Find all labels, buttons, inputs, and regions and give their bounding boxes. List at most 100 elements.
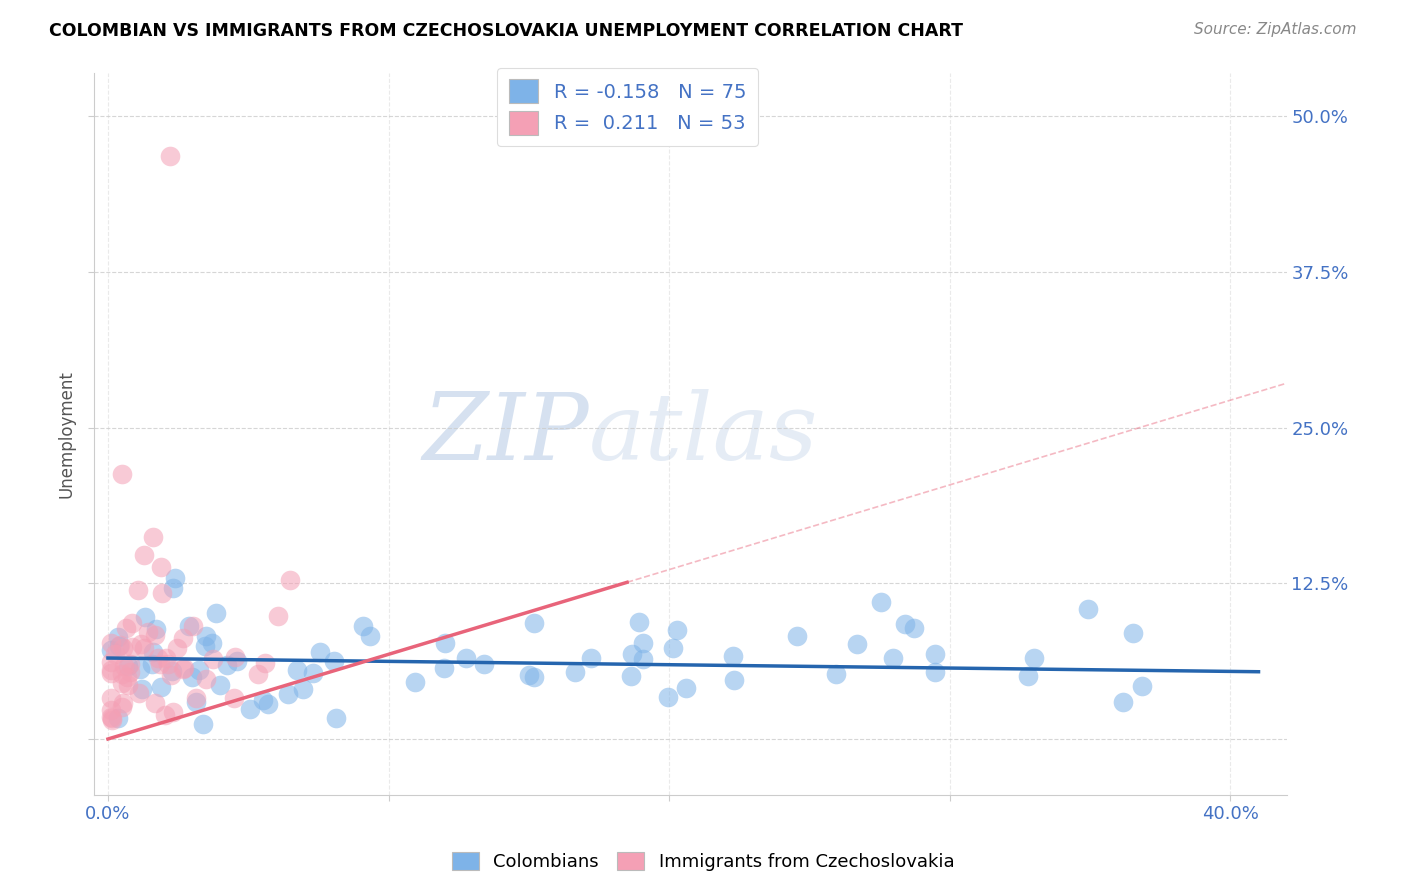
Point bbox=[100, 655, 122, 669]
Point bbox=[786, 629, 808, 643]
Point bbox=[150, 560, 173, 574]
Point bbox=[620, 669, 643, 683]
Point bbox=[721, 648, 744, 663]
Point bbox=[129, 636, 152, 650]
Point bbox=[239, 702, 262, 716]
Point bbox=[924, 665, 946, 680]
Point bbox=[141, 657, 163, 672]
Point bbox=[359, 629, 381, 643]
Point bbox=[287, 663, 309, 677]
Y-axis label: Unemployment: Unemployment bbox=[58, 370, 75, 498]
Point bbox=[824, 667, 846, 681]
Point bbox=[155, 708, 177, 723]
Point bbox=[115, 621, 138, 635]
Point bbox=[131, 681, 153, 696]
Point bbox=[523, 670, 546, 684]
Point bbox=[160, 664, 183, 678]
Point bbox=[472, 657, 495, 671]
Text: ZIP: ZIP bbox=[422, 389, 589, 479]
Point bbox=[278, 573, 301, 587]
Point bbox=[100, 665, 122, 680]
Point bbox=[309, 645, 332, 659]
Point bbox=[111, 666, 134, 681]
Point bbox=[117, 670, 139, 684]
Point bbox=[181, 619, 204, 633]
Point bbox=[121, 616, 143, 631]
Point bbox=[100, 690, 122, 705]
Point bbox=[194, 629, 217, 643]
Point bbox=[134, 548, 156, 562]
Point bbox=[633, 636, 655, 650]
Point bbox=[252, 693, 274, 707]
Point bbox=[136, 625, 159, 640]
Text: atlas: atlas bbox=[589, 389, 818, 479]
Point bbox=[104, 647, 127, 661]
Point bbox=[1112, 695, 1135, 709]
Point bbox=[100, 643, 122, 657]
Point bbox=[217, 658, 239, 673]
Point bbox=[117, 658, 139, 673]
Point bbox=[517, 668, 540, 682]
Point bbox=[184, 691, 207, 706]
Point bbox=[145, 696, 167, 710]
Point bbox=[111, 696, 134, 710]
Point bbox=[134, 609, 156, 624]
Point bbox=[166, 640, 188, 655]
Point bbox=[267, 608, 290, 623]
Point bbox=[155, 651, 177, 665]
Text: Source: ZipAtlas.com: Source: ZipAtlas.com bbox=[1194, 22, 1357, 37]
Point bbox=[903, 622, 925, 636]
Point bbox=[882, 651, 904, 665]
Point bbox=[142, 530, 165, 544]
Point bbox=[581, 650, 603, 665]
Point bbox=[675, 681, 697, 696]
Point bbox=[107, 630, 129, 644]
Point bbox=[117, 678, 139, 692]
Point bbox=[869, 595, 891, 609]
Point bbox=[564, 665, 586, 680]
Legend: Colombians, Immigrants from Czechoslovakia: Colombians, Immigrants from Czechoslovak… bbox=[444, 845, 962, 879]
Point bbox=[254, 656, 277, 670]
Text: COLOMBIAN VS IMMIGRANTS FROM CZECHOSLOVAKIA UNEMPLOYMENT CORRELATION CHART: COLOMBIAN VS IMMIGRANTS FROM CZECHOSLOVA… bbox=[49, 22, 963, 40]
Point bbox=[132, 641, 155, 656]
Point bbox=[165, 572, 187, 586]
Point bbox=[1130, 679, 1153, 693]
Point bbox=[118, 657, 141, 672]
Point bbox=[108, 639, 131, 653]
Point bbox=[186, 695, 208, 709]
Point bbox=[111, 467, 134, 481]
Point bbox=[159, 149, 181, 163]
Point bbox=[107, 711, 129, 725]
Point bbox=[100, 636, 122, 650]
Point bbox=[621, 647, 644, 661]
Point bbox=[181, 670, 204, 684]
Point bbox=[352, 618, 374, 632]
Point bbox=[1077, 602, 1099, 616]
Point bbox=[225, 654, 247, 668]
Point bbox=[201, 652, 224, 666]
Point bbox=[631, 651, 654, 665]
Point bbox=[111, 640, 134, 655]
Point bbox=[302, 666, 325, 681]
Point bbox=[191, 717, 214, 731]
Point bbox=[322, 654, 344, 668]
Point bbox=[146, 651, 169, 665]
Point bbox=[224, 650, 246, 665]
Point bbox=[111, 675, 134, 690]
Point bbox=[1122, 626, 1144, 640]
Point bbox=[628, 615, 651, 629]
Point bbox=[121, 640, 143, 655]
Point bbox=[145, 622, 167, 636]
Point bbox=[111, 700, 134, 714]
Point bbox=[523, 616, 546, 631]
Point bbox=[173, 661, 195, 675]
Point bbox=[723, 673, 745, 688]
Point bbox=[201, 636, 224, 650]
Point bbox=[657, 690, 679, 705]
Point bbox=[195, 672, 218, 686]
Point bbox=[149, 657, 172, 671]
Point bbox=[101, 711, 124, 725]
Point bbox=[256, 697, 278, 711]
Point bbox=[205, 606, 228, 620]
Point bbox=[172, 632, 194, 646]
